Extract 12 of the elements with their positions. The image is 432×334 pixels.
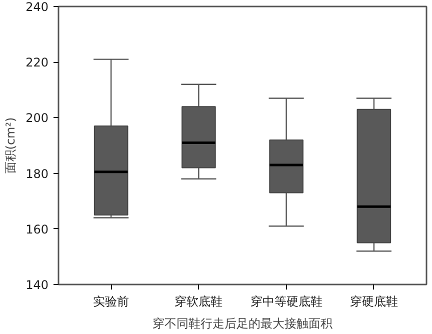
y-tick-label: 180 — [26, 166, 48, 181]
y-tick-label: 240 — [26, 0, 48, 14]
x-tick-label: 穿软底鞋 — [174, 294, 223, 308]
y-tick-label: 200 — [26, 111, 48, 126]
y-tick-label: 140 — [26, 278, 48, 292]
y-tick-label: 160 — [26, 222, 48, 236]
x-axis-title: 穿不同鞋行走后足的最大接触面积 — [152, 316, 332, 330]
x-tick-label: 穿硬底鞋 — [350, 294, 398, 308]
y-axis-title: 面积(cm²) — [4, 117, 18, 174]
x-tick-label: 穿中等硬底鞋 — [250, 294, 322, 308]
y-tick-label: 220 — [26, 56, 48, 70]
x-tick-label: 实验前 — [93, 294, 130, 308]
